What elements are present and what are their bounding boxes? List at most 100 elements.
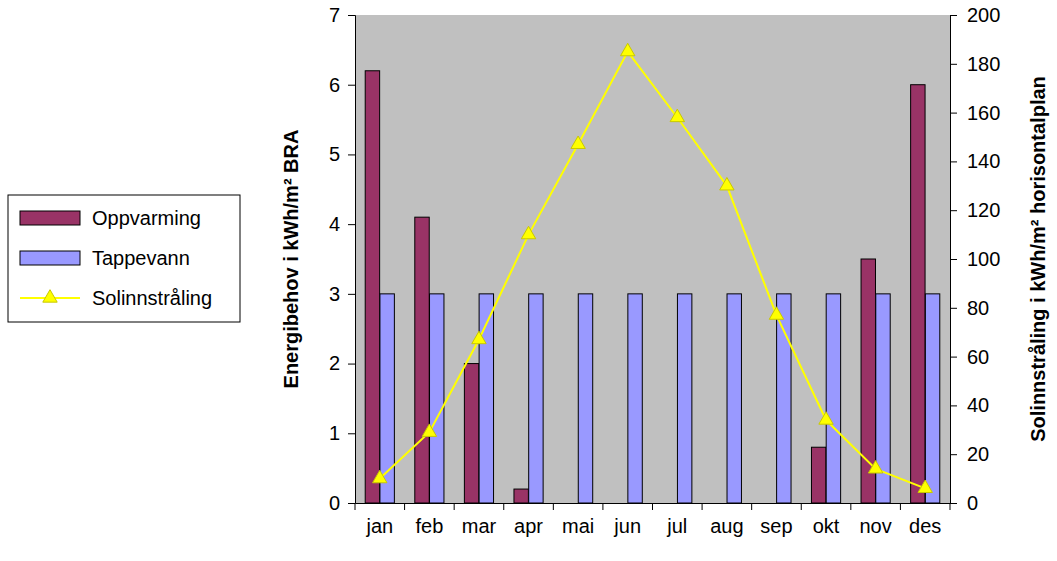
x-tick: feb: [415, 515, 443, 537]
y2-tick-label: 180: [967, 53, 1000, 75]
y-axis-line: [348, 16, 356, 504]
plot-background: [355, 15, 950, 503]
y-axis: 01234567: [329, 4, 356, 514]
x-separator: [751, 503, 752, 510]
y2-tick: 160: [950, 102, 1000, 124]
marker: [422, 424, 436, 436]
bar: [826, 294, 840, 503]
x-tick-label: des: [909, 515, 941, 537]
x-tick-label: jul: [666, 515, 687, 537]
x-separator: [652, 503, 653, 510]
y2-tick-label: 120: [967, 199, 1000, 221]
y2-tick-mark: [950, 308, 957, 309]
marker: [720, 177, 734, 189]
x-tick: jul: [666, 515, 687, 537]
x-separator: [454, 503, 455, 510]
x-tick: des: [909, 515, 941, 537]
x-tick-label: aug: [710, 515, 743, 537]
bar: [564, 503, 578, 504]
x-separator: [503, 503, 504, 510]
y2-tick: 60: [950, 346, 989, 368]
y-tick-mark: [348, 364, 355, 365]
x-separator: [553, 503, 554, 510]
y2-tick-label: 140: [967, 150, 1000, 172]
y2-tick: 100: [950, 248, 1000, 270]
marker: [918, 480, 932, 492]
y2-axis-title: Solinnstråling i kWh/m² horisontalplan: [1027, 76, 1049, 442]
y-tick-label: 4: [329, 213, 340, 235]
y-tick-label: 5: [329, 143, 340, 165]
y2-axis-line: [951, 16, 958, 504]
y-tick: 2: [329, 352, 355, 374]
bar: [529, 294, 543, 503]
y-tick-label: 3: [329, 283, 340, 305]
y-axis-title: Energibehov i kWh/m² BRA: [280, 130, 302, 389]
y2-tick: 40: [950, 394, 989, 416]
x-tick-label: jun: [613, 515, 641, 537]
y-tick: 7: [329, 4, 355, 26]
y2-tick-mark: [950, 454, 957, 455]
bar: [777, 294, 791, 503]
x-tick: jun: [613, 515, 641, 537]
y2-tick-label: 200: [967, 4, 1000, 26]
y-tick: 5: [329, 143, 355, 165]
y2-tick: 0: [950, 492, 978, 514]
y2-tick: 80: [950, 297, 989, 319]
marker: [571, 136, 585, 148]
y2-tick-mark: [950, 259, 957, 260]
y2-tick: 200: [950, 4, 1000, 26]
y2-tick-label: 0: [967, 492, 978, 514]
y2-tick-label: 20: [967, 443, 989, 465]
legend-swatch: [20, 251, 80, 265]
bar: [613, 503, 627, 504]
marker: [472, 331, 486, 343]
y-tick: 6: [329, 74, 355, 96]
y-tick-mark: [348, 433, 355, 434]
x-tick: jan: [365, 515, 393, 537]
marker: [621, 43, 635, 55]
y2-tick-label: 60: [967, 346, 989, 368]
marker: [373, 470, 387, 482]
bar: [811, 447, 825, 503]
y2-tick: 20: [950, 443, 989, 465]
x-separator: [900, 503, 901, 510]
x-separator: [355, 503, 356, 510]
y2-axis: 0 20 40 60 80 100 120 140 160 180 200: [950, 4, 1000, 514]
plot-area: [365, 43, 940, 503]
y2-tick-mark: [950, 357, 957, 358]
x-tick-label: feb: [415, 515, 443, 537]
x-separator: [702, 503, 703, 510]
y-tick: 4: [329, 213, 355, 235]
x-separator: [404, 503, 405, 510]
x-tick-label: sep: [760, 515, 792, 537]
legend-label: Oppvarming: [92, 207, 201, 229]
y2-tick-mark: [950, 64, 957, 65]
x-separator: [950, 503, 951, 510]
legend: OppvarmingTappevannSolinnstråling: [8, 195, 240, 322]
bar: [464, 364, 478, 503]
bar: [727, 294, 741, 503]
line: [380, 52, 925, 489]
y2-tick-label: 80: [967, 297, 989, 319]
marker: [769, 307, 783, 319]
x-axis: janfebmaraprmaijunjulaugsepoktnovdes: [356, 504, 951, 538]
y2-tick: 140: [950, 150, 1000, 172]
y-tick-label: 7: [329, 4, 340, 26]
x-tick: mai: [562, 515, 594, 537]
legend-box: [8, 195, 240, 322]
y-tick-mark: [348, 224, 355, 225]
y-tick-label: 2: [329, 352, 340, 374]
bar: [578, 294, 592, 503]
chart: 01234567020406080100120140160180200janfe…: [0, 0, 1057, 561]
bar: [514, 489, 528, 503]
marker: [521, 226, 535, 238]
marker: [868, 461, 882, 473]
y2-tick-mark: [950, 405, 957, 406]
bar: [762, 503, 776, 504]
bar: [415, 217, 429, 503]
y2-tick: 180: [950, 53, 1000, 75]
y2-tick-mark: [950, 210, 957, 211]
bar: [365, 71, 379, 503]
y2-tick: 120: [950, 199, 1000, 221]
x-separator: [801, 503, 802, 510]
